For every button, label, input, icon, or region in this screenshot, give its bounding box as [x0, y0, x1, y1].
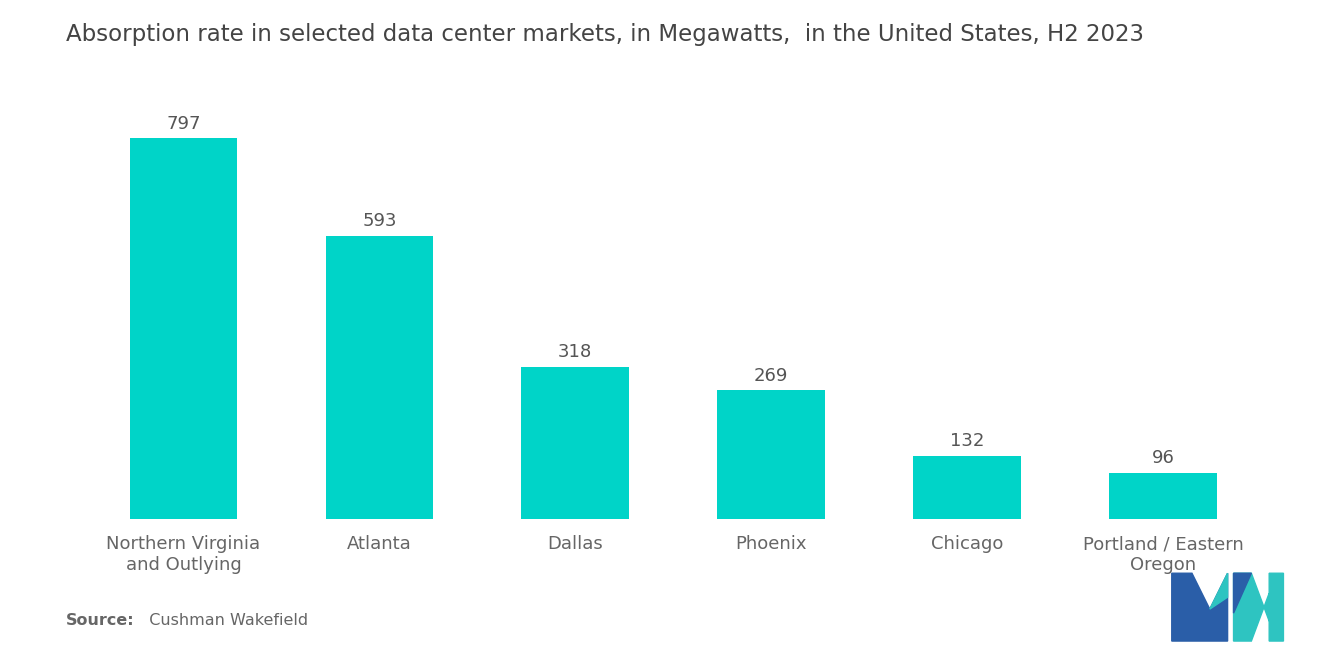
- Polygon shape: [1172, 573, 1228, 641]
- Text: 797: 797: [166, 115, 201, 133]
- Text: Absorption rate in selected data center markets, in Megawatts,  in the United St: Absorption rate in selected data center …: [66, 23, 1144, 47]
- Polygon shape: [1209, 573, 1228, 609]
- Text: Cushman Wakefield: Cushman Wakefield: [139, 613, 308, 628]
- Polygon shape: [1233, 573, 1251, 613]
- Bar: [717, 390, 825, 519]
- Bar: [1109, 473, 1217, 519]
- Text: Source:: Source:: [66, 613, 135, 628]
- Text: 96: 96: [1151, 449, 1175, 467]
- Bar: [913, 456, 1020, 519]
- Text: 132: 132: [950, 432, 985, 450]
- Polygon shape: [1233, 573, 1283, 641]
- Text: 593: 593: [362, 212, 396, 230]
- Text: 269: 269: [754, 366, 788, 384]
- Bar: [521, 367, 630, 519]
- Text: 318: 318: [558, 343, 593, 361]
- Bar: [326, 236, 433, 519]
- Bar: [129, 138, 238, 519]
